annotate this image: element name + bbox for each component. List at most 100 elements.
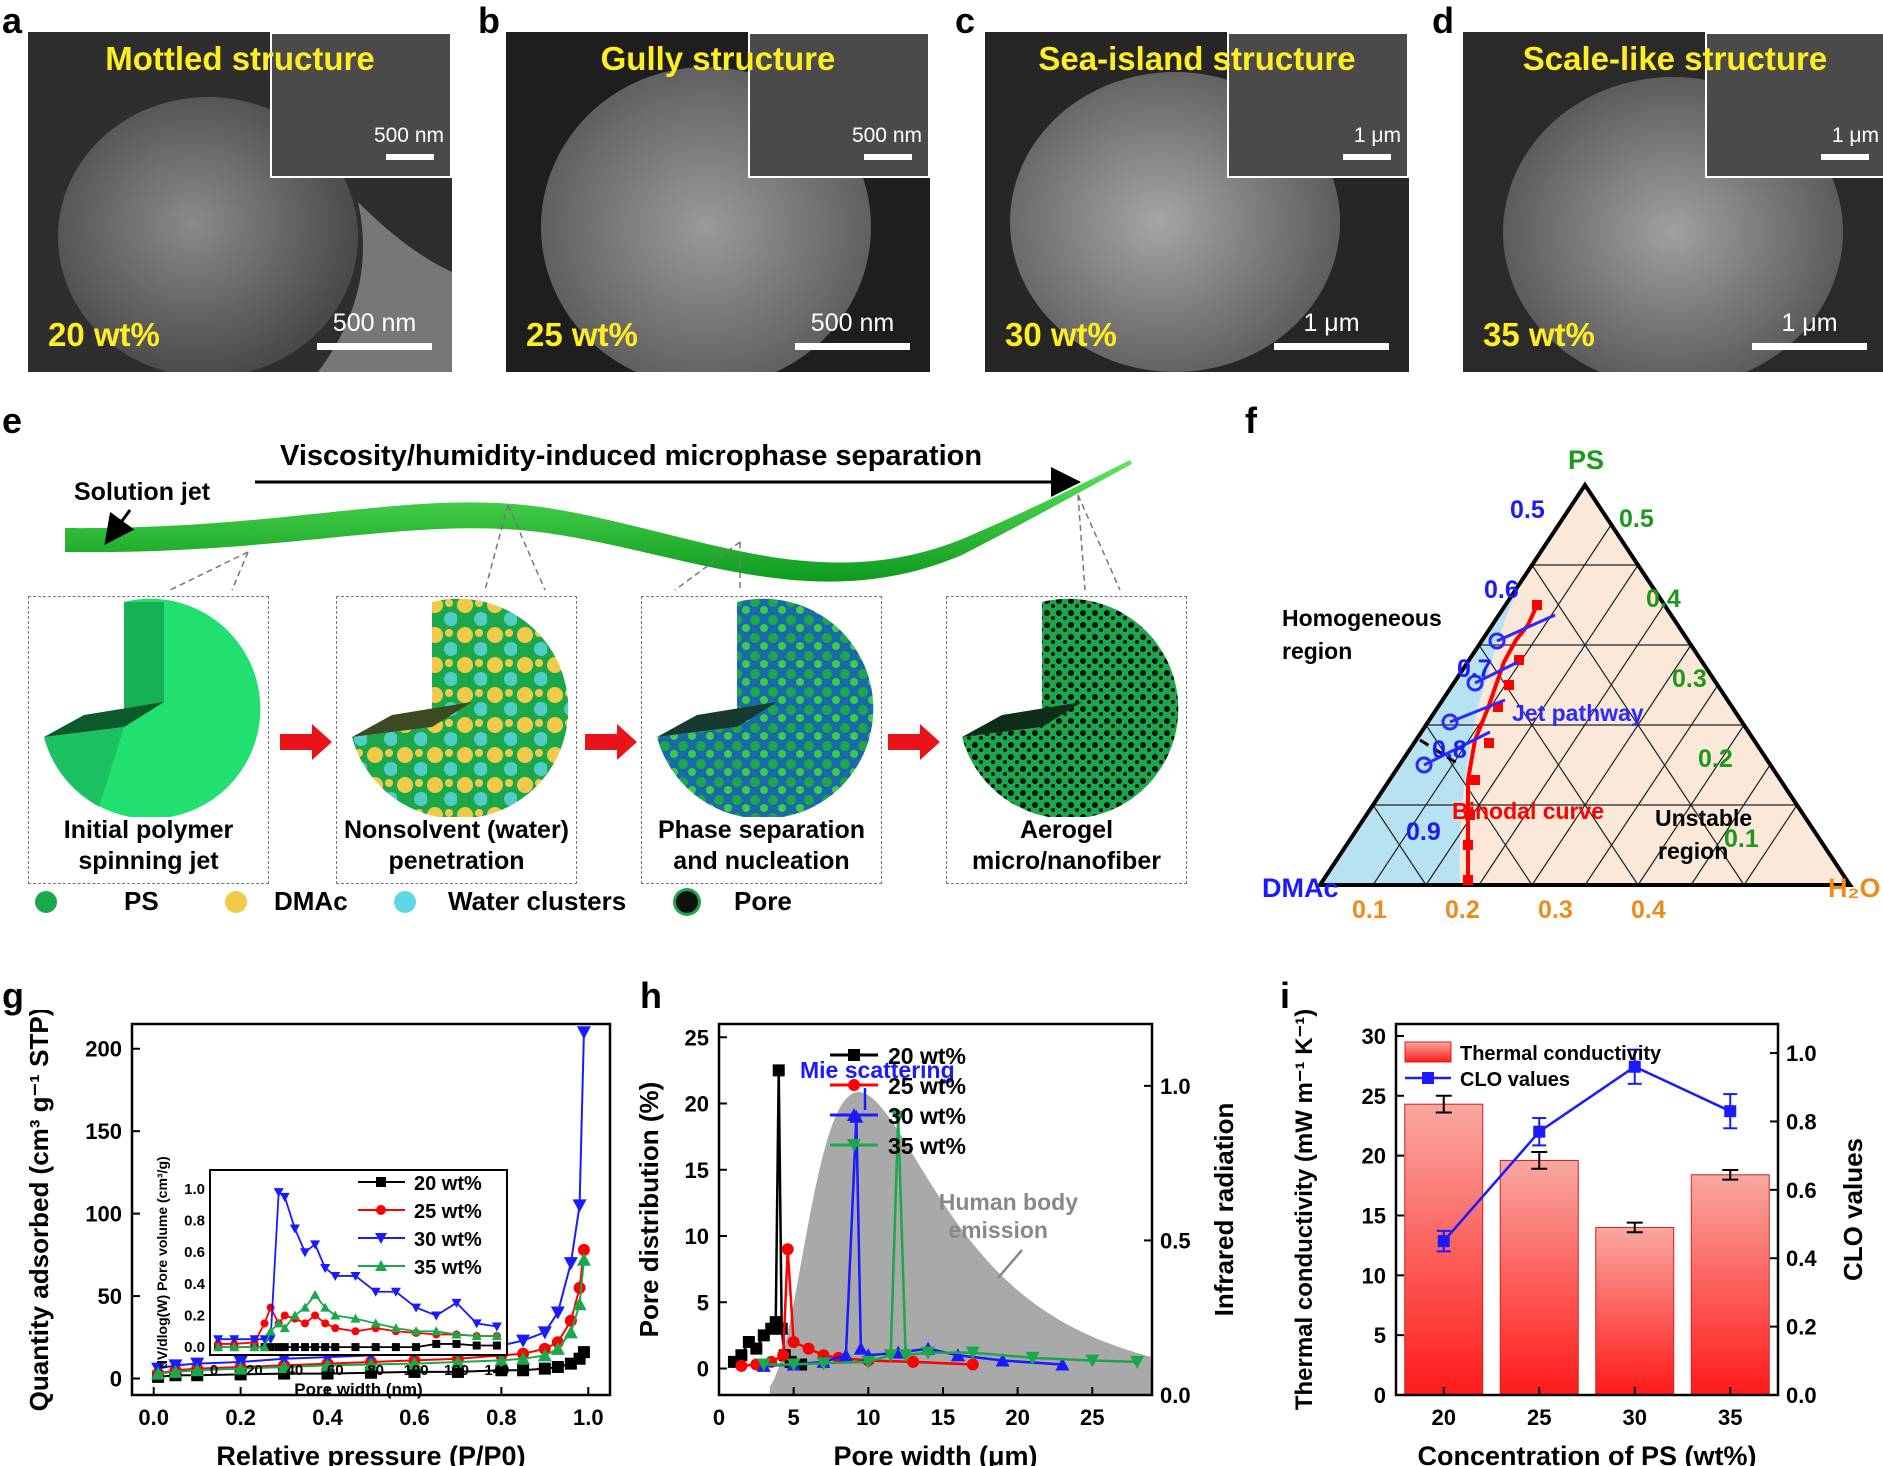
y-tick-label: 0 — [110, 1367, 122, 1392]
inset-point — [491, 1322, 502, 1332]
inset-point — [351, 1327, 360, 1336]
y-right-tick-label: 0.5 — [1160, 1228, 1191, 1253]
inset-point — [390, 1287, 401, 1297]
sem-scale-text-d: 1 μm — [1781, 309, 1838, 337]
inset-point — [320, 1264, 331, 1274]
homogeneous-label: Homogeneous — [1282, 605, 1442, 631]
sem-concentration-d: 35 wt% — [1483, 316, 1595, 353]
legend-ps-dot — [35, 891, 57, 913]
solution-jet-label: Solution jet — [74, 478, 211, 506]
body-emission-annotation-2: emission — [948, 1217, 1048, 1243]
inset-point — [431, 1311, 442, 1321]
y-right-tick-label: 0.0 — [1786, 1383, 1817, 1408]
sem-scale-text-b: 500 nm — [810, 309, 895, 337]
legend-marker — [848, 1079, 860, 1091]
data-point — [576, 1026, 591, 1040]
step-2-line1: Nonsolvent (water) — [343, 816, 570, 844]
data-point — [577, 1346, 590, 1359]
y-tick-label: 0 — [697, 1357, 709, 1382]
inset-point — [280, 1311, 289, 1320]
inset-point — [371, 1343, 380, 1352]
x-tick-label: 0.4 — [312, 1405, 343, 1430]
chart-h: 0 5 10 15 20 25 0 5 10 15 20 25 0.0 0.5 1.0 Pore width … — [634, 1022, 1239, 1466]
step-3-line2: and nucleation — [673, 847, 850, 875]
inset-point — [432, 1339, 441, 1348]
data-point — [495, 1364, 508, 1377]
clo-point — [1628, 1060, 1641, 1073]
body-emission-annotation: Human body — [939, 1189, 1078, 1215]
bar-35 — [1690, 1174, 1770, 1396]
sem-inset-d: 1 μm — [1705, 32, 1883, 178]
legend-label: Thermal conductivity — [1460, 1043, 1662, 1065]
ternary-bottom-tick: 0.4 — [1631, 896, 1666, 924]
y-tick-label: 150 — [85, 1119, 122, 1144]
legend-pore-label: Pore — [734, 886, 792, 916]
right-arrow-icon — [585, 724, 637, 760]
inset-point — [320, 1302, 331, 1312]
ternary-bottom-tick: 0.2 — [1445, 896, 1480, 924]
inset-x-tick-label: 40 — [287, 1362, 304, 1379]
ternary-left-tick: 0.5 — [1510, 496, 1545, 524]
inset-point — [266, 1303, 275, 1312]
data-point — [537, 1348, 552, 1362]
legend-label: 30 wt% — [414, 1229, 482, 1251]
y-tick-label: 100 — [85, 1202, 122, 1227]
ternary-right-tick: 0.5 — [1619, 505, 1654, 533]
data-point — [781, 1243, 794, 1256]
data-point — [777, 1349, 790, 1362]
panel-label-c: c — [955, 0, 976, 41]
inset-point — [390, 1323, 401, 1333]
data-point — [995, 1353, 1010, 1367]
inset-y-tick-label: 0.0 — [184, 1339, 205, 1356]
clo-line — [1442, 1065, 1731, 1242]
x-tick-label: 0 — [713, 1405, 725, 1430]
data-point — [1130, 1355, 1145, 1369]
jet-pathway-label: Jet pathway — [1512, 700, 1644, 726]
data-point — [1085, 1354, 1100, 1368]
ternary-left-tick: 0.8 — [1432, 736, 1467, 764]
data-point — [898, 1349, 913, 1363]
legend-marker — [376, 1205, 386, 1215]
scale-bar-b — [795, 343, 910, 350]
data-point — [891, 1110, 906, 1124]
data-point — [516, 1334, 531, 1348]
inset-y-tick-label: 1.0 — [184, 1181, 205, 1198]
legend-label: 20 wt% — [888, 1043, 966, 1069]
inset-x-tick-label: 100 — [404, 1362, 429, 1379]
panel-label-e: e — [2, 400, 23, 441]
data-point — [950, 1348, 965, 1362]
sem-caption-b: Gully structure — [600, 40, 836, 77]
bar-25 — [1499, 1159, 1579, 1396]
sem-texture-b — [506, 32, 930, 372]
data-point — [966, 1358, 979, 1371]
y-right-tick-label: 1.0 — [1786, 1041, 1817, 1066]
inset-point — [273, 1318, 284, 1328]
x-tick-label: 0.8 — [486, 1405, 517, 1430]
chart-i: 20 25 30 35 0 5 10 15 20 25 30 0.0 0.2 0.4 0.6 0.8 1.0 Co… — [1291, 1010, 1868, 1466]
sem-image-d: 1 μm Scale-like structure 1 μm 35 wt% — [1463, 32, 1883, 372]
inset-point — [412, 1343, 421, 1352]
plot-frame — [1394, 1022, 1780, 1397]
series-35 wt% — [756, 1110, 1145, 1372]
inset-point — [330, 1310, 341, 1320]
inset-point — [330, 1271, 341, 1281]
data-point — [277, 1359, 292, 1373]
series-line — [157, 1351, 585, 1378]
data-point — [772, 1064, 785, 1077]
inset-point — [411, 1303, 422, 1313]
fiber-solid-icon — [44, 598, 261, 817]
inset-point — [331, 1324, 340, 1333]
inset-x-tick-label: 60 — [327, 1362, 344, 1379]
inset-point — [279, 1323, 290, 1333]
ternary-right-tick: 0.1 — [1724, 825, 1759, 853]
sem-inset-c: 1 μm — [1227, 32, 1409, 178]
series-line — [157, 1259, 585, 1375]
data-point — [551, 1360, 564, 1373]
scale-bar-c — [1274, 343, 1389, 350]
legend-marker — [376, 1177, 386, 1187]
inset-point — [274, 1343, 283, 1352]
inset-point — [310, 1240, 321, 1250]
body-emission-arrow — [997, 1249, 1023, 1279]
data-point — [965, 1346, 980, 1360]
